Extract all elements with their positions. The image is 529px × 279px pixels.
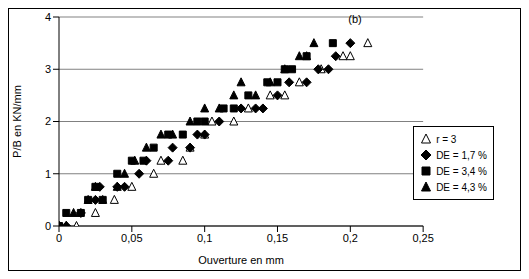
html-text:r = 3: r = 3	[436, 133, 457, 145]
html-text:(b): (b)	[348, 13, 362, 25]
svg-text:3: 3	[45, 63, 51, 75]
svg-text:0,25: 0,25	[412, 232, 433, 244]
svg-text:P/B en KN/mm: P/B en KN/mm	[11, 85, 23, 158]
svg-text:1: 1	[45, 168, 51, 180]
svg-text:0,2: 0,2	[343, 232, 358, 244]
svg-text:Ouverture en mm: Ouverture en mm	[198, 254, 284, 266]
html-text:DE = 3,4 %: DE = 3,4 %	[436, 165, 487, 177]
html-text:DE = 1,7 %: DE = 1,7 %	[436, 149, 487, 161]
svg-text:0,05: 0,05	[121, 232, 142, 244]
svg-text:0,15: 0,15	[267, 232, 288, 244]
html-text:DE = 4,3 %: DE = 4,3 %	[436, 181, 487, 193]
svg-text:4: 4	[45, 11, 51, 23]
svg-text:0,1: 0,1	[197, 232, 212, 244]
svg-text:0: 0	[56, 232, 62, 244]
svg-text:0: 0	[45, 220, 51, 232]
svg-text:2: 2	[45, 115, 51, 127]
